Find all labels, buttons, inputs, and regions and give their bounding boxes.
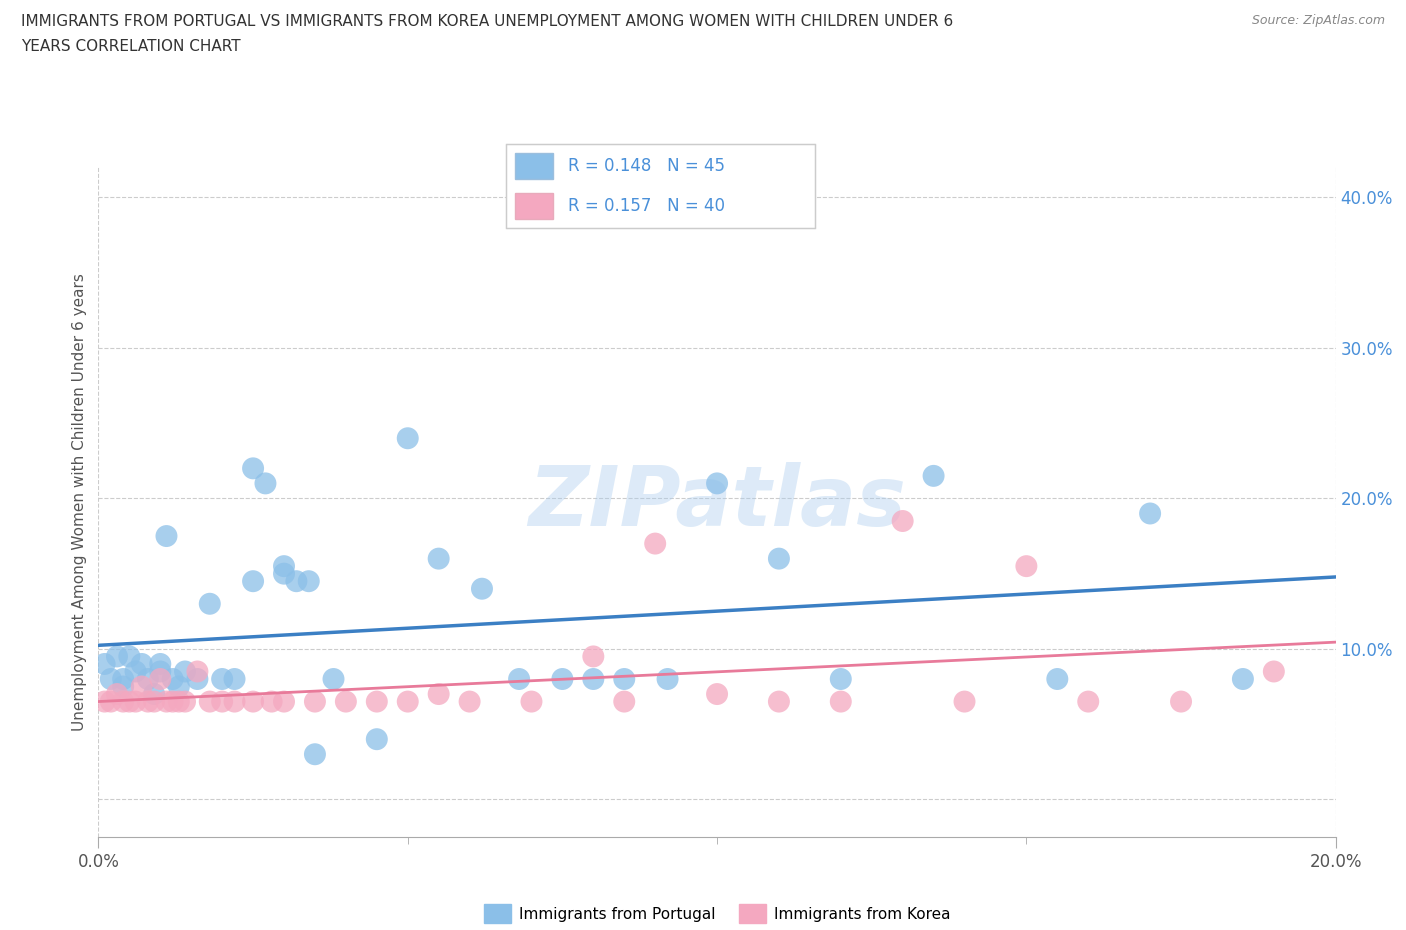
Point — [953, 694, 976, 709]
Text: YEARS CORRELATION CHART: YEARS CORRELATION CHART — [21, 39, 240, 54]
Point — [458, 694, 481, 709]
Point — [706, 686, 728, 701]
Point — [100, 671, 122, 686]
Point — [242, 574, 264, 589]
Point — [136, 671, 159, 686]
Point — [396, 431, 419, 445]
Point — [830, 694, 852, 709]
Point — [922, 469, 945, 484]
Point — [118, 649, 141, 664]
Point — [768, 551, 790, 566]
Point — [149, 664, 172, 679]
Point — [322, 671, 344, 686]
Point — [162, 671, 184, 686]
Point — [582, 671, 605, 686]
Point — [830, 671, 852, 686]
Point — [1263, 664, 1285, 679]
Point — [335, 694, 357, 709]
Point — [1232, 671, 1254, 686]
Point — [254, 476, 277, 491]
Point — [706, 476, 728, 491]
Legend: Immigrants from Portugal, Immigrants from Korea: Immigrants from Portugal, Immigrants fro… — [478, 898, 956, 929]
Point — [105, 649, 128, 664]
Point — [186, 671, 208, 686]
Y-axis label: Unemployment Among Women with Children Under 6 years: Unemployment Among Women with Children U… — [72, 273, 87, 731]
Point — [198, 694, 221, 709]
Text: IMMIGRANTS FROM PORTUGAL VS IMMIGRANTS FROM KOREA UNEMPLOYMENT AMONG WOMEN WITH : IMMIGRANTS FROM PORTUGAL VS IMMIGRANTS F… — [21, 14, 953, 29]
Bar — [516, 153, 553, 179]
Point — [105, 686, 128, 701]
Point — [242, 461, 264, 476]
Point — [242, 694, 264, 709]
Point — [304, 747, 326, 762]
Point — [298, 574, 321, 589]
Point — [366, 694, 388, 709]
Point — [149, 657, 172, 671]
Point — [131, 679, 153, 694]
Point — [260, 694, 283, 709]
Point — [124, 694, 146, 709]
Point — [112, 694, 135, 709]
Point — [471, 581, 494, 596]
Point — [520, 694, 543, 709]
Point — [366, 732, 388, 747]
Point — [304, 694, 326, 709]
Point — [131, 657, 153, 671]
Point — [657, 671, 679, 686]
Point — [112, 671, 135, 686]
Point — [273, 559, 295, 574]
Point — [1077, 694, 1099, 709]
Text: Source: ZipAtlas.com: Source: ZipAtlas.com — [1251, 14, 1385, 27]
Point — [162, 694, 184, 709]
Point — [211, 694, 233, 709]
Point — [644, 536, 666, 551]
Point — [508, 671, 530, 686]
Point — [285, 574, 308, 589]
Point — [768, 694, 790, 709]
Point — [174, 694, 197, 709]
Point — [1046, 671, 1069, 686]
Point — [100, 694, 122, 709]
Point — [224, 671, 246, 686]
Point — [1139, 506, 1161, 521]
Point — [224, 694, 246, 709]
Point — [1170, 694, 1192, 709]
Bar — [516, 193, 553, 219]
Point — [582, 649, 605, 664]
Point — [613, 671, 636, 686]
Point — [613, 694, 636, 709]
Text: R = 0.157   N = 40: R = 0.157 N = 40 — [568, 197, 725, 215]
Point — [136, 694, 159, 709]
Point — [427, 686, 450, 701]
Point — [273, 566, 295, 581]
Point — [167, 679, 190, 694]
Text: R = 0.148   N = 45: R = 0.148 N = 45 — [568, 157, 725, 175]
Point — [93, 657, 115, 671]
Point — [124, 664, 146, 679]
Point — [1015, 559, 1038, 574]
Point — [211, 671, 233, 686]
Point — [891, 513, 914, 528]
Text: ZIPatlas: ZIPatlas — [529, 461, 905, 543]
Point — [273, 694, 295, 709]
Point — [149, 671, 172, 686]
Point — [143, 686, 166, 701]
Point — [155, 694, 177, 709]
Point — [174, 664, 197, 679]
Point — [198, 596, 221, 611]
Point — [93, 694, 115, 709]
Point — [112, 679, 135, 694]
Point — [167, 694, 190, 709]
Point — [396, 694, 419, 709]
Point — [186, 664, 208, 679]
Point — [427, 551, 450, 566]
Point — [155, 528, 177, 543]
Point — [143, 694, 166, 709]
Point — [118, 694, 141, 709]
Point — [551, 671, 574, 686]
